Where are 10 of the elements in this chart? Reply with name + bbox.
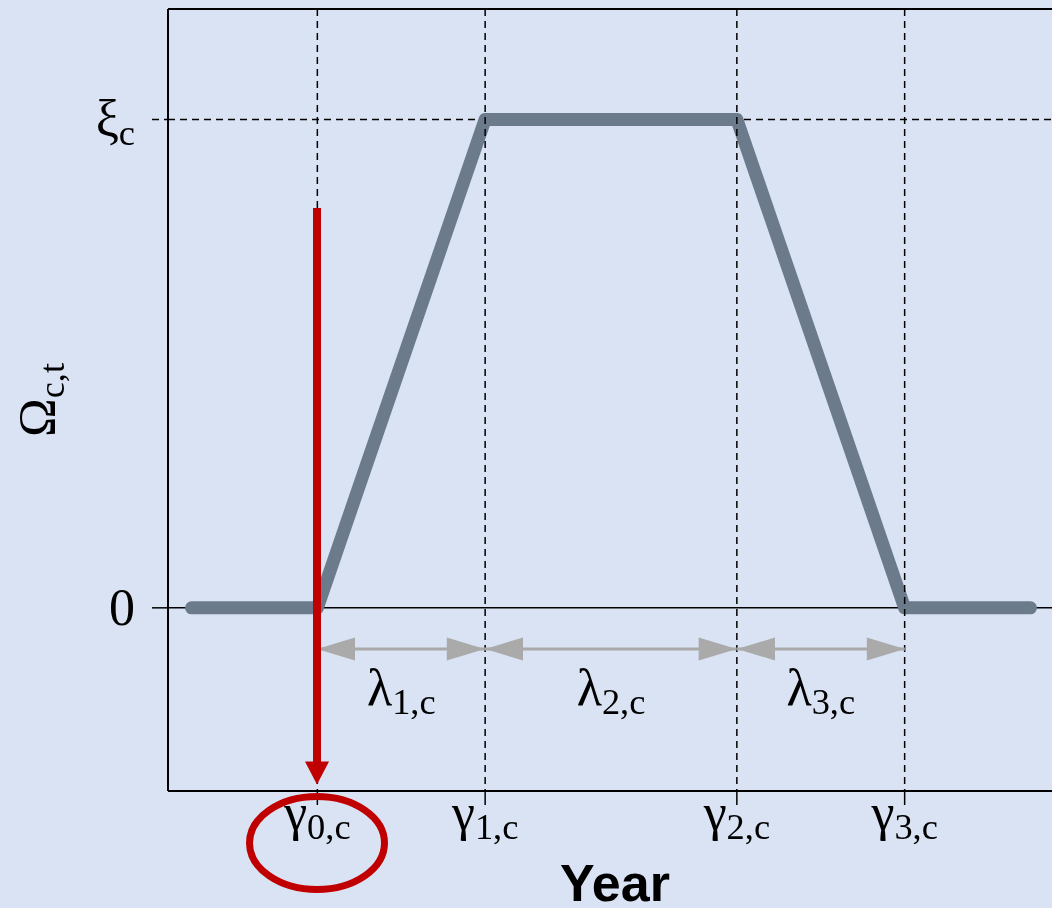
x-tick-label: γ$_{0,c}$: [284, 784, 351, 848]
x-tick-label: γ$_{3,c}$: [871, 784, 938, 848]
ref-line-label: ξ$_{c}$: [95, 90, 136, 154]
x-tick-label: γ$_{1,c}$: [451, 784, 519, 848]
x-tick-label: γ$_{2,c}$: [703, 784, 771, 848]
text: λ$_{2,c}$: [576, 658, 646, 722]
ref-line-label: 0: [109, 578, 136, 636]
text: λ$_{3,c}$: [786, 658, 856, 722]
text: λ$_{1,c}$: [366, 658, 436, 722]
x-axis-title: Year: [560, 854, 670, 908]
